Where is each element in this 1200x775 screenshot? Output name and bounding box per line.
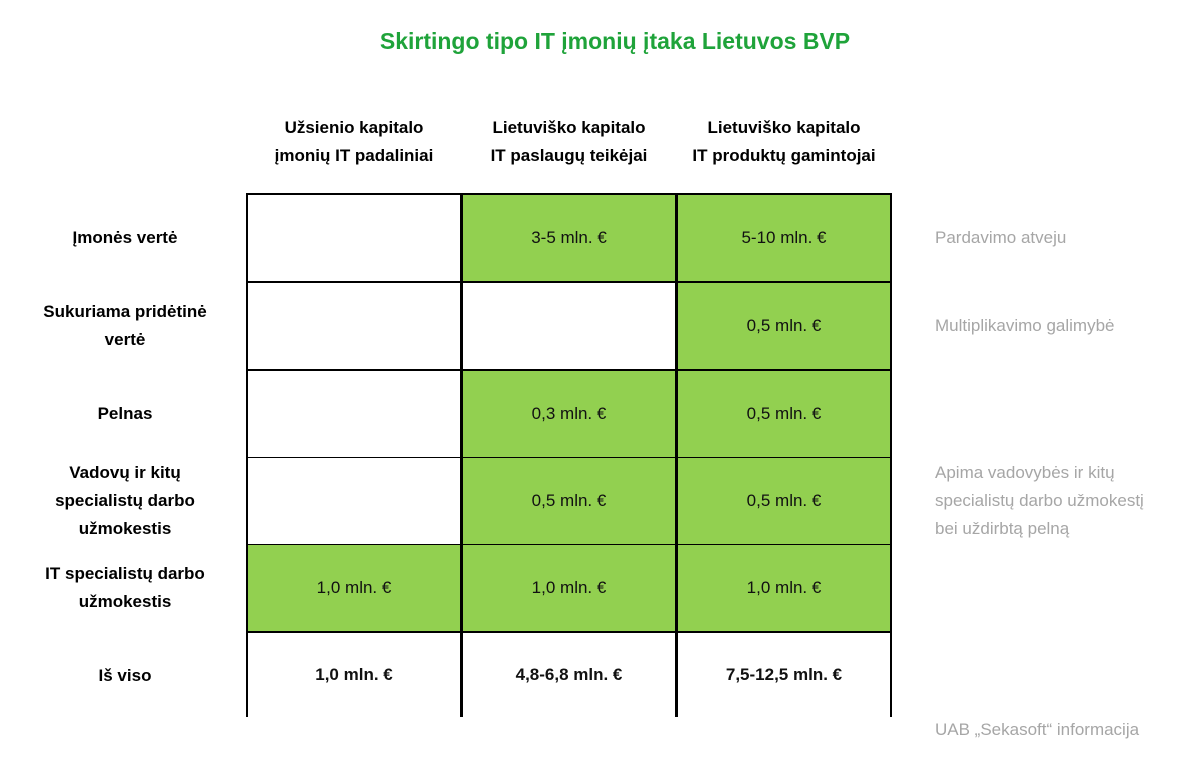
- value-cell-highlighted: 1,0 mln. €: [248, 545, 460, 631]
- text-line: bei uždirbtą pelną: [935, 519, 1070, 538]
- text-line: Įmonės vertė: [72, 228, 178, 247]
- column-header: Lietuviško kapitalo IT produktų gamintoja…: [677, 112, 891, 172]
- text-line: specialistų darbo užmokestį: [935, 491, 1144, 510]
- text-line: IT specialistų darbo: [45, 564, 205, 583]
- text-line: Lietuviško kapitalo: [707, 118, 861, 137]
- text-line: IT produktų gamintojai: [692, 146, 876, 165]
- text-line: užmokestis: [78, 519, 172, 538]
- value-cell-empty: [463, 283, 675, 369]
- value-cell-highlighted: 0,5 mln. €: [678, 458, 890, 544]
- chart-title: Skirtingo tipo IT įmonių įtaka Lietuvos …: [379, 28, 851, 54]
- text-line: IT paslaugų teikėjai: [490, 146, 648, 165]
- total-cell: 1,0 mln. €: [248, 633, 460, 717]
- total-cell: 4,8-6,8 mln. €: [463, 633, 675, 717]
- row-note: Apima vadovybės ir kitų specialistų darbo…: [935, 459, 1200, 543]
- value-cell-highlighted: 5-10 mln. €: [678, 195, 890, 281]
- source-note: UAB „Sekasoft“ informacija: [935, 720, 1140, 739]
- value-cell-highlighted: 1,0 mln. €: [678, 545, 890, 631]
- row-header: Vadovų ir kitų specialistų darbo užmokesti…: [20, 458, 230, 544]
- value-cell-empty: [248, 195, 460, 281]
- value-cell-highlighted: 0,3 mln. €: [463, 371, 675, 457]
- text-line: specialistų darbo: [55, 491, 195, 510]
- row-header: Sukuriama pridėtinė vertė: [20, 283, 230, 369]
- row-note: Pardavimo atveju: [935, 224, 1200, 252]
- text-line: Sukuriama pridėtinė: [43, 302, 207, 321]
- table-grid: 3-5 mln. €5-10 mln. €0,5 mln. €0,3 mln. …: [246, 193, 892, 717]
- value-cell-empty: [248, 371, 460, 457]
- value-cell-highlighted: 0,5 mln. €: [463, 458, 675, 544]
- row-header: Įmonės vertė: [20, 195, 230, 281]
- value-cell-highlighted: 0,5 mln. €: [678, 371, 890, 457]
- text-line: Vadovų ir kitų: [69, 463, 181, 482]
- text-line: Užsienio kapitalo: [284, 118, 424, 137]
- text-line: įmonių IT padaliniai: [274, 146, 434, 165]
- value-cell-highlighted: 3-5 mln. €: [463, 195, 675, 281]
- row-note: Multiplikavimo galimybė: [935, 312, 1200, 340]
- row-header: Pelnas: [20, 371, 230, 457]
- total-cell: 7,5-12,5 mln. €: [678, 633, 890, 717]
- value-cell-empty: [248, 458, 460, 544]
- row-header: IT specialistų darbo užmokestis: [20, 545, 230, 631]
- text-line: vertė: [104, 330, 146, 349]
- value-cell-empty: [248, 283, 460, 369]
- text-line: Pelnas: [97, 404, 153, 423]
- row-header-total: Iš viso: [98, 666, 152, 685]
- text-line: užmokestis: [78, 592, 172, 611]
- value-cell-highlighted: 1,0 mln. €: [463, 545, 675, 631]
- text-line: Apima vadovybės ir kitų: [935, 463, 1115, 482]
- text-line: Pardavimo atveju: [935, 228, 1067, 247]
- column-header: Lietuviško kapitalo IT paslaugų teikėjai: [462, 112, 676, 172]
- text-line: Multiplikavimo galimybė: [935, 316, 1115, 335]
- value-cell-highlighted: 0,5 mln. €: [678, 283, 890, 369]
- text-line: Lietuviško kapitalo: [492, 118, 646, 137]
- column-header: Užsienio kapitalo įmonių IT padaliniai: [247, 112, 461, 172]
